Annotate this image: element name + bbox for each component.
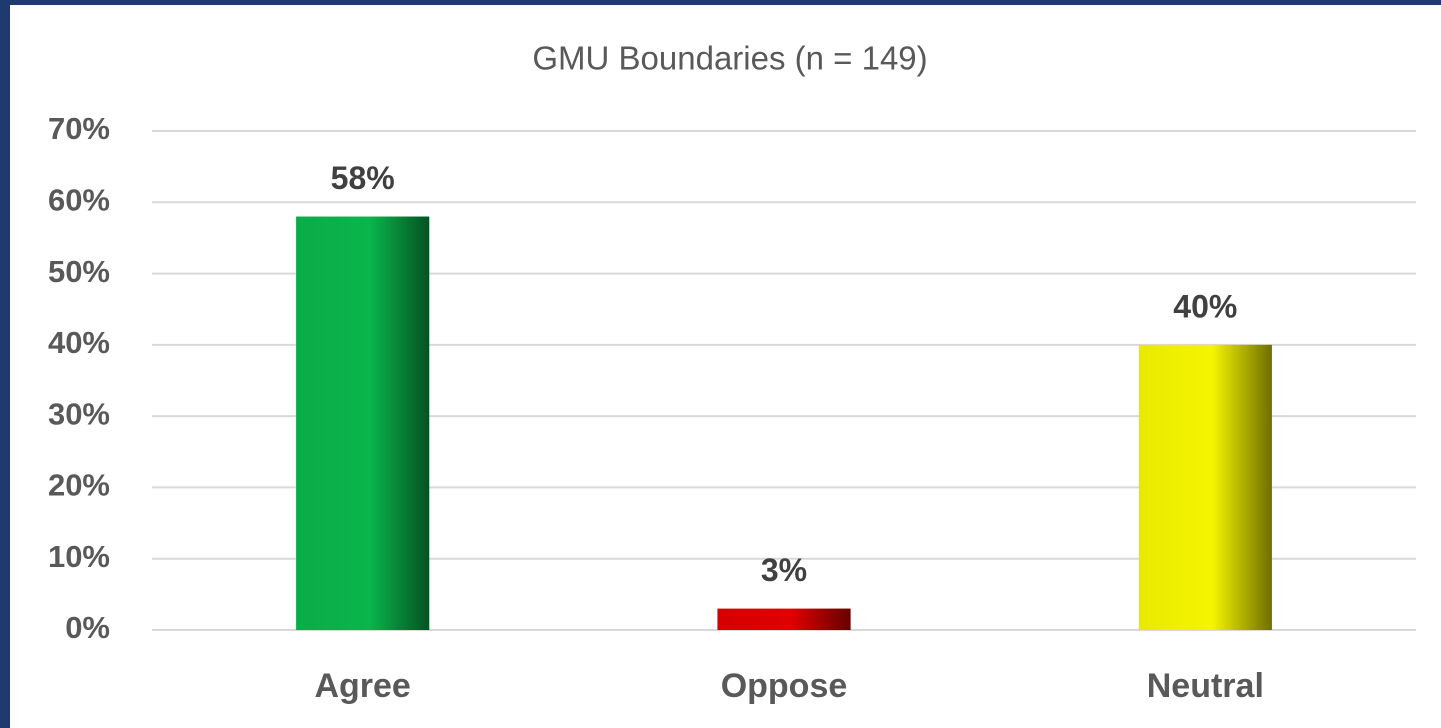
y-tick-label: 70% [48,111,110,146]
bar-shade [296,216,430,631]
y-tick-label: 20% [48,468,110,503]
x-tick-label: Oppose [721,667,848,705]
bar-shade [717,608,851,630]
value-label: 3% [761,552,807,588]
y-tick-label: 50% [48,254,110,289]
chart-title: GMU Boundaries (n = 149) [532,40,927,77]
y-tick-label: 60% [48,182,110,217]
y-tick-label: 0% [65,610,110,645]
y-tick-label: 10% [48,539,110,574]
value-label: 40% [1173,288,1237,324]
y-tick-label: 40% [48,325,110,360]
value-label: 58% [331,160,395,196]
x-tick-label: Neutral [1147,667,1264,705]
bar-shade [1138,344,1272,630]
x-tick-label: Agree [314,667,410,705]
y-tick-label: 30% [48,396,110,431]
